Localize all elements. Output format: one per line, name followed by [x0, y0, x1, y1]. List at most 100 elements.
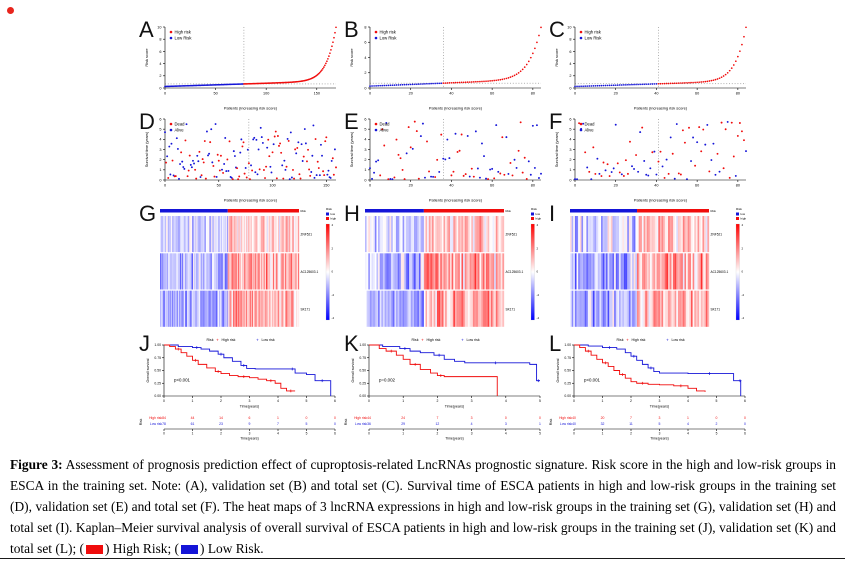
- svg-text:4: 4: [687, 399, 689, 403]
- svg-text:0: 0: [163, 399, 165, 403]
- svg-text:11: 11: [629, 422, 633, 426]
- panel-B: B 0 20 40 60 80 0 2 4 6 8 Patients (increasing risk…: [343, 17, 548, 112]
- svg-text:SK171: SK171: [711, 307, 721, 311]
- svg-text:6: 6: [744, 399, 746, 403]
- panel-G: G Risk ZNF521 AC125603.1 SK171 Risk low high 4 2 0…: [138, 201, 343, 334]
- svg-text:8: 8: [364, 25, 366, 29]
- svg-text:Risk: Risk: [344, 418, 348, 425]
- svg-text:4: 4: [364, 138, 366, 142]
- svg-text:high: high: [536, 217, 542, 221]
- panel-label-L: L: [549, 331, 562, 356]
- svg-text:0: 0: [569, 86, 571, 90]
- svg-text:Risk: Risk: [506, 209, 512, 213]
- svg-text:0: 0: [159, 86, 161, 90]
- svg-text:6: 6: [334, 399, 336, 403]
- svg-text:4: 4: [569, 62, 571, 66]
- svg-text:60: 60: [490, 92, 494, 96]
- svg-text:20: 20: [409, 184, 413, 188]
- svg-text:-4: -4: [742, 316, 745, 320]
- svg-text:5: 5: [539, 432, 541, 436]
- svg-text:40: 40: [654, 184, 658, 188]
- svg-text:3: 3: [249, 399, 251, 403]
- svg-text:4: 4: [332, 223, 334, 227]
- svg-text:Overall survival: Overall survival: [556, 358, 560, 382]
- risk-score-chart-training: 0 50 100 150 0 2 4 6 8 10 Patients (increasing ris…: [144, 25, 337, 111]
- svg-text:6: 6: [159, 50, 161, 54]
- svg-text:44: 44: [367, 416, 371, 420]
- svg-text:2: 2: [364, 71, 366, 75]
- svg-text:23: 23: [219, 422, 223, 426]
- svg-text:4: 4: [742, 223, 744, 227]
- km-curve-total: Risk + High risk + Low risk0.000.250.500.751…: [549, 337, 746, 440]
- svg-text:1: 1: [687, 416, 689, 420]
- svg-text:Risk: Risk: [412, 338, 419, 342]
- svg-text:40: 40: [572, 416, 576, 420]
- svg-text:0: 0: [164, 92, 166, 96]
- heatmap-validation: RiskZNF521AC125603.1SK171Risklowhigh420-…: [365, 207, 542, 327]
- svg-text:50: 50: [217, 184, 221, 188]
- figure-caption: Figure 3: Assessment of prognosis predic…: [10, 454, 836, 559]
- svg-text:40: 40: [449, 92, 453, 96]
- svg-text:0.25: 0.25: [154, 381, 161, 385]
- svg-text:5: 5: [716, 432, 718, 436]
- svg-text:6: 6: [744, 432, 746, 436]
- svg-text:9: 9: [249, 422, 251, 426]
- svg-text:7: 7: [277, 422, 279, 426]
- svg-text:6: 6: [364, 41, 366, 45]
- panel-label-C: C: [549, 17, 565, 42]
- svg-text:80: 80: [736, 92, 740, 96]
- panel-C: C 0 20 40 60 80 0 2 4 6 8 10 Patients (increasing ri…: [548, 17, 753, 112]
- svg-text:Alive: Alive: [175, 127, 185, 132]
- svg-text:Risk: Risk: [617, 338, 624, 342]
- panel-label-E: E: [344, 109, 359, 134]
- svg-text:0: 0: [369, 92, 371, 96]
- svg-text:36: 36: [367, 422, 371, 426]
- svg-text:Low Risk: Low Risk: [175, 35, 193, 40]
- panel-A: A 0 50 100 150 0 2 4 6 8 10 Patients (increasing ri…: [138, 17, 343, 112]
- panel-K: K Risk + High risk + Low risk 0.00 0.25 0.50 0.75…: [343, 331, 548, 456]
- svg-text:Risk score: Risk score: [144, 48, 149, 66]
- svg-text:low: low: [536, 212, 541, 216]
- svg-text:Low risk: Low risk: [150, 422, 162, 426]
- svg-text:10: 10: [157, 25, 161, 29]
- svg-text:24: 24: [401, 416, 405, 420]
- svg-text:0: 0: [569, 178, 571, 182]
- svg-text:p<0.001: p<0.001: [584, 378, 601, 383]
- svg-text:6: 6: [334, 432, 336, 436]
- svg-text:1: 1: [539, 422, 541, 426]
- svg-text:0: 0: [537, 270, 539, 274]
- svg-text:Risk: Risk: [711, 209, 717, 213]
- svg-text:5: 5: [539, 399, 541, 403]
- caption-text: Assessment of prognosis prediction effec…: [10, 457, 836, 556]
- svg-text:0: 0: [334, 416, 336, 420]
- svg-text:4: 4: [687, 422, 689, 426]
- svg-text:1: 1: [402, 432, 404, 436]
- svg-text:80: 80: [736, 184, 740, 188]
- svg-text:1.00: 1.00: [154, 343, 161, 347]
- svg-text:8: 8: [159, 38, 161, 42]
- svg-text:Dead: Dead: [585, 121, 596, 126]
- panel-label-G: G: [139, 201, 157, 226]
- page-footer-rule: [0, 558, 845, 559]
- svg-text:Risk: Risk: [736, 207, 742, 211]
- svg-text:0.00: 0.00: [154, 394, 161, 398]
- svg-text:0: 0: [334, 422, 336, 426]
- svg-text:4: 4: [159, 62, 161, 66]
- svg-text:1.00: 1.00: [359, 343, 366, 347]
- svg-text:40: 40: [572, 422, 576, 426]
- svg-text:3: 3: [505, 422, 507, 426]
- km-curve-training: Risk + High risk + Low risk0.000.250.500.751…: [139, 337, 336, 440]
- svg-text:44: 44: [191, 416, 195, 420]
- svg-text:0.75: 0.75: [359, 356, 366, 360]
- svg-text:High risk: High risk: [427, 338, 441, 342]
- svg-text:0: 0: [573, 399, 575, 403]
- svg-text:0: 0: [368, 399, 370, 403]
- caption-low-risk-text: ) Low Risk.: [200, 541, 264, 556]
- svg-text:6: 6: [569, 117, 571, 121]
- svg-text:2: 2: [537, 246, 539, 250]
- svg-text:1: 1: [192, 399, 194, 403]
- svg-text:Low risk: Low risk: [467, 338, 480, 342]
- svg-text:1: 1: [602, 432, 604, 436]
- svg-text:78: 78: [162, 422, 166, 426]
